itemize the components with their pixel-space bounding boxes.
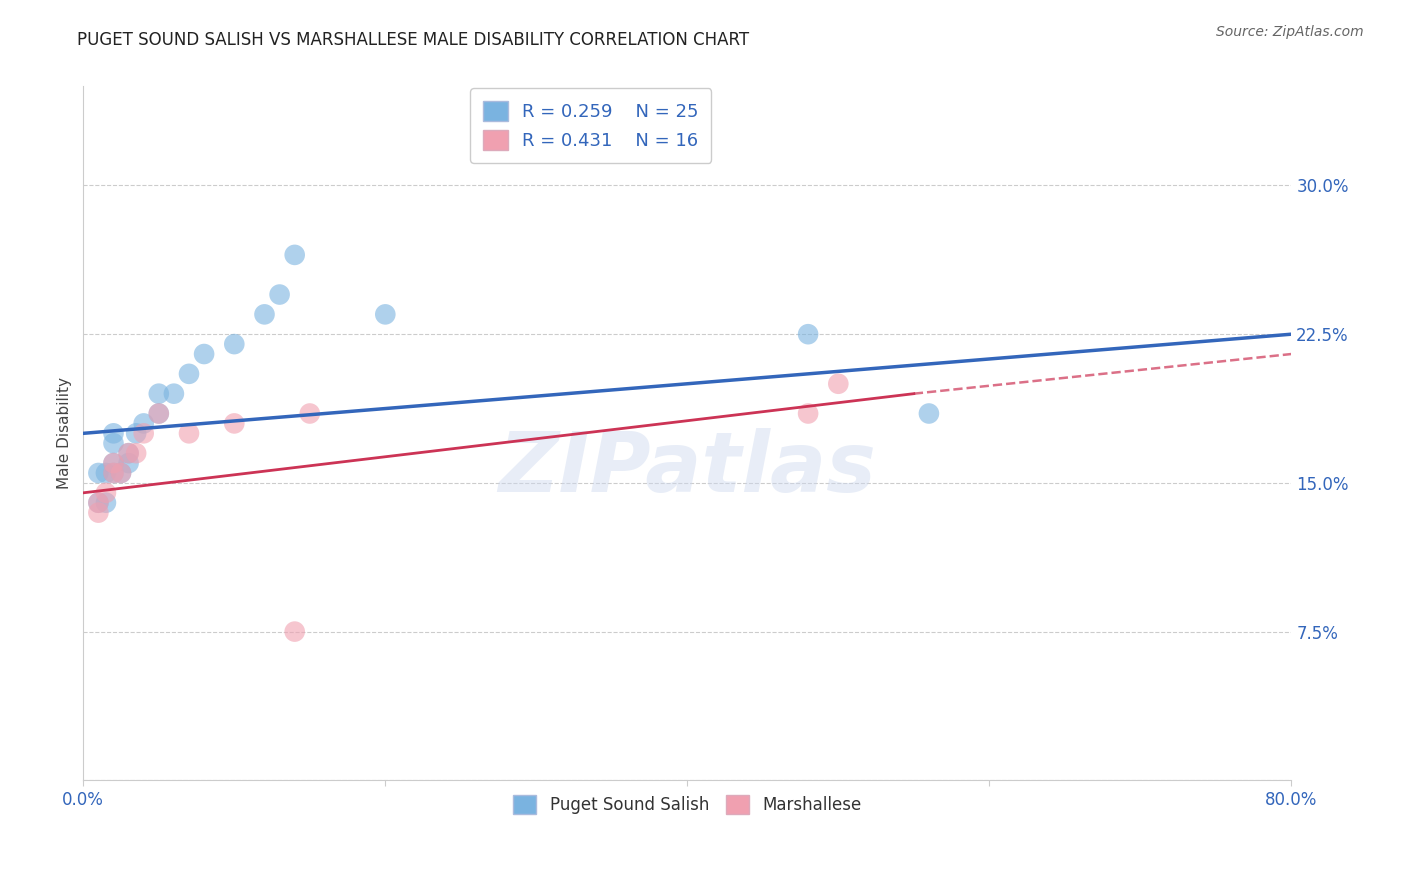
Text: Source: ZipAtlas.com: Source: ZipAtlas.com	[1216, 25, 1364, 39]
Point	[117, 446, 139, 460]
Point	[298, 407, 321, 421]
Point	[132, 426, 155, 441]
Point	[94, 466, 117, 480]
Point	[103, 436, 125, 450]
Point	[148, 407, 170, 421]
Point	[284, 624, 307, 639]
Point	[918, 407, 941, 421]
Point	[103, 466, 125, 480]
Point	[125, 446, 148, 460]
Point	[224, 337, 246, 351]
Point	[117, 446, 139, 460]
Point	[253, 307, 276, 321]
Point	[117, 456, 139, 470]
Point	[87, 496, 110, 510]
Point	[110, 466, 132, 480]
Point	[797, 327, 820, 342]
Point	[269, 287, 291, 301]
Text: ZIPatlas: ZIPatlas	[498, 427, 876, 508]
Point	[193, 347, 215, 361]
Point	[103, 426, 125, 441]
Point	[87, 506, 110, 520]
Y-axis label: Male Disability: Male Disability	[58, 377, 72, 490]
Point	[163, 386, 186, 401]
Point	[148, 407, 170, 421]
Text: PUGET SOUND SALISH VS MARSHALLESE MALE DISABILITY CORRELATION CHART: PUGET SOUND SALISH VS MARSHALLESE MALE D…	[77, 31, 749, 49]
Point	[87, 496, 110, 510]
Point	[125, 426, 148, 441]
Point	[103, 456, 125, 470]
Point	[110, 466, 132, 480]
Point	[94, 485, 117, 500]
Point	[103, 466, 125, 480]
Point	[148, 386, 170, 401]
Point	[103, 456, 125, 470]
Point	[797, 407, 820, 421]
Point	[94, 496, 117, 510]
Point	[827, 376, 849, 391]
Point	[374, 307, 396, 321]
Point	[177, 426, 200, 441]
Point	[224, 417, 246, 431]
Legend: Puget Sound Salish, Marshallese: Puget Sound Salish, Marshallese	[503, 785, 872, 824]
Point	[177, 367, 200, 381]
Point	[132, 417, 155, 431]
Point	[284, 248, 307, 262]
Point	[87, 466, 110, 480]
